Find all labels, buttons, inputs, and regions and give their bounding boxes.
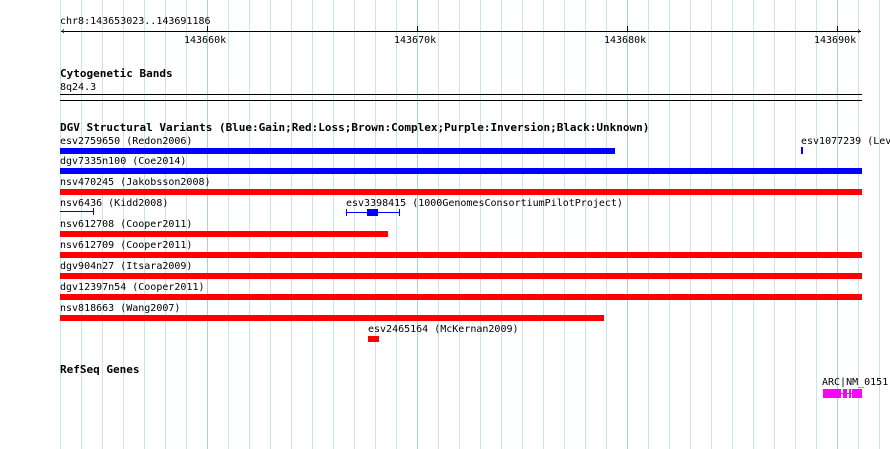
ruler-tick: [627, 26, 628, 32]
ruler-label: 143660k: [184, 35, 227, 46]
grid-line: [564, 0, 565, 449]
ruler-left-arrow-icon: ‹: [60, 26, 67, 37]
cytoband-label: 8q24.3: [60, 82, 97, 93]
variant-label[interactable]: nsv612708 (Cooper2011): [60, 219, 193, 230]
variant-gain-line[interactable]: [60, 211, 94, 212]
grid-line: [480, 0, 481, 449]
grid-line: [648, 0, 649, 449]
grid-line: [354, 0, 355, 449]
grid-line: [711, 0, 712, 449]
variant-label[interactable]: esv2759650 (Redon2006): [60, 136, 193, 147]
grid-line: [165, 0, 166, 449]
variant-label[interactable]: esv3398415 (1000GenomesConsortiumPilotPr…: [346, 198, 623, 209]
grid-line: [879, 0, 880, 449]
grid-line-major: [627, 0, 628, 449]
variant-gain-end: [346, 209, 347, 216]
grid-line-major: [417, 0, 418, 449]
grid-line: [543, 0, 544, 449]
variant-loss-bar[interactable]: [60, 252, 862, 258]
ruler-tick: [837, 26, 838, 32]
gene-exon: [843, 389, 847, 398]
ruler-tick: [417, 26, 418, 32]
track-title[interactable]: DGV Structural Variants (Blue:Gain;Red:L…: [60, 121, 650, 134]
grid-line: [375, 0, 376, 449]
grid-line: [501, 0, 502, 449]
variant-gain-end: [93, 208, 94, 215]
variant-loss-bar[interactable]: [60, 189, 862, 195]
variant-label[interactable]: esv1077239 (Lev: [801, 136, 890, 147]
variant-loss-bar[interactable]: [60, 315, 604, 321]
variant-label[interactable]: nsv612709 (Cooper2011): [60, 240, 193, 251]
grid-line: [186, 0, 187, 449]
grid-line: [459, 0, 460, 449]
grid-line: [795, 0, 796, 449]
ruler-location: chr8:143653023..143691186: [60, 16, 211, 27]
variant-label[interactable]: nsv818663 (Wang2007): [60, 303, 181, 314]
gene-intron: [823, 393, 862, 394]
gene-label[interactable]: ARC|NM_0151: [822, 377, 889, 388]
cytoband-top-border: [60, 94, 862, 95]
grid-line: [816, 0, 817, 449]
grid-line: [123, 0, 124, 449]
grid-line: [228, 0, 229, 449]
track-title[interactable]: Cytogenetic Bands: [60, 67, 173, 80]
variant-loss-bar[interactable]: [60, 231, 388, 237]
variant-gain-core: [367, 209, 378, 216]
variant-label[interactable]: nsv470245 (Jakobsson2008): [60, 177, 211, 188]
grid-line: [774, 0, 775, 449]
ruler-tick: [207, 26, 208, 32]
grid-line: [732, 0, 733, 449]
ruler-axis: [61, 31, 861, 32]
grid-line: [249, 0, 250, 449]
grid-line: [858, 0, 859, 449]
grid-line: [333, 0, 334, 449]
gene-exon: [849, 389, 851, 398]
variant-loss-bar[interactable]: [368, 336, 379, 342]
grid-line: [81, 0, 82, 449]
variant-gain-bar[interactable]: [60, 168, 862, 174]
grid-line: [396, 0, 397, 449]
grid-line: [690, 0, 691, 449]
grid-line: [606, 0, 607, 449]
grid-line: [60, 0, 61, 449]
gene-exon: [823, 389, 841, 398]
grid-line: [753, 0, 754, 449]
track-title[interactable]: RefSeq Genes: [60, 363, 140, 376]
grid-line-major: [207, 0, 208, 449]
grid-line: [102, 0, 103, 449]
variant-loss-bar[interactable]: [60, 273, 862, 279]
variant-gain-end: [399, 209, 400, 216]
variant-label[interactable]: nsv6436 (Kidd2008): [60, 198, 169, 209]
variant-label[interactable]: esv2465164 (McKernan2009): [368, 324, 519, 335]
cytoband-bottom-border: [60, 100, 862, 101]
variant-loss-bar[interactable]: [60, 294, 862, 300]
variant-gain-bar[interactable]: [801, 147, 803, 154]
grid-line: [270, 0, 271, 449]
variant-label[interactable]: dgv904n27 (Itsara2009): [60, 261, 193, 272]
grid-line: [144, 0, 145, 449]
grid-line: [438, 0, 439, 449]
grid-line-major: [837, 0, 838, 449]
grid-line: [585, 0, 586, 449]
grid-line: [291, 0, 292, 449]
variant-label[interactable]: dgv7335n100 (Coe2014): [60, 156, 187, 167]
ruler-right-arrow-icon: ›: [856, 26, 863, 37]
ruler-label: 143680k: [604, 35, 647, 46]
grid-line: [312, 0, 313, 449]
variant-gain-bar[interactable]: [60, 148, 615, 154]
variant-label[interactable]: dgv12397n54 (Cooper2011): [60, 282, 205, 293]
ruler-label: 143670k: [394, 35, 437, 46]
grid-line: [522, 0, 523, 449]
ruler-label: 143690k: [814, 35, 857, 46]
grid-line: [669, 0, 670, 449]
gene-exon: [852, 389, 862, 398]
